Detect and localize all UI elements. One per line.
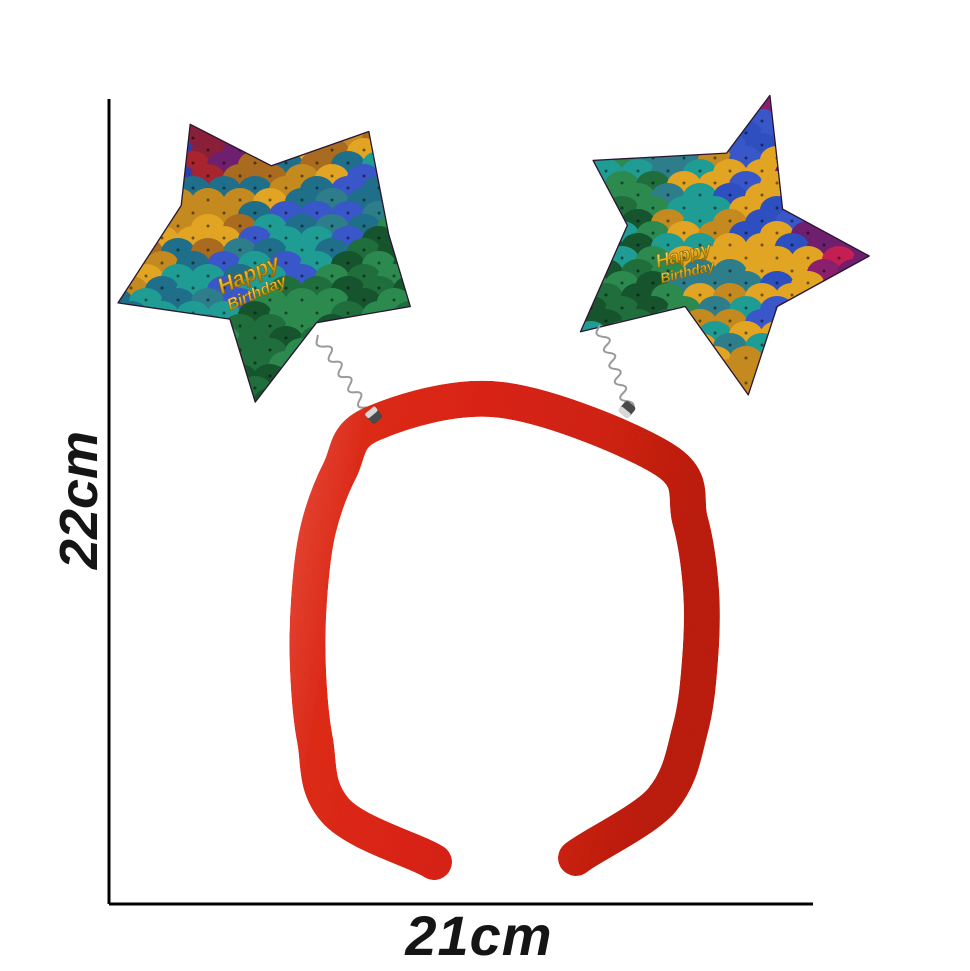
svg-text:21cm: 21cm xyxy=(404,904,552,967)
svg-text:22cm: 22cm xyxy=(49,431,109,570)
